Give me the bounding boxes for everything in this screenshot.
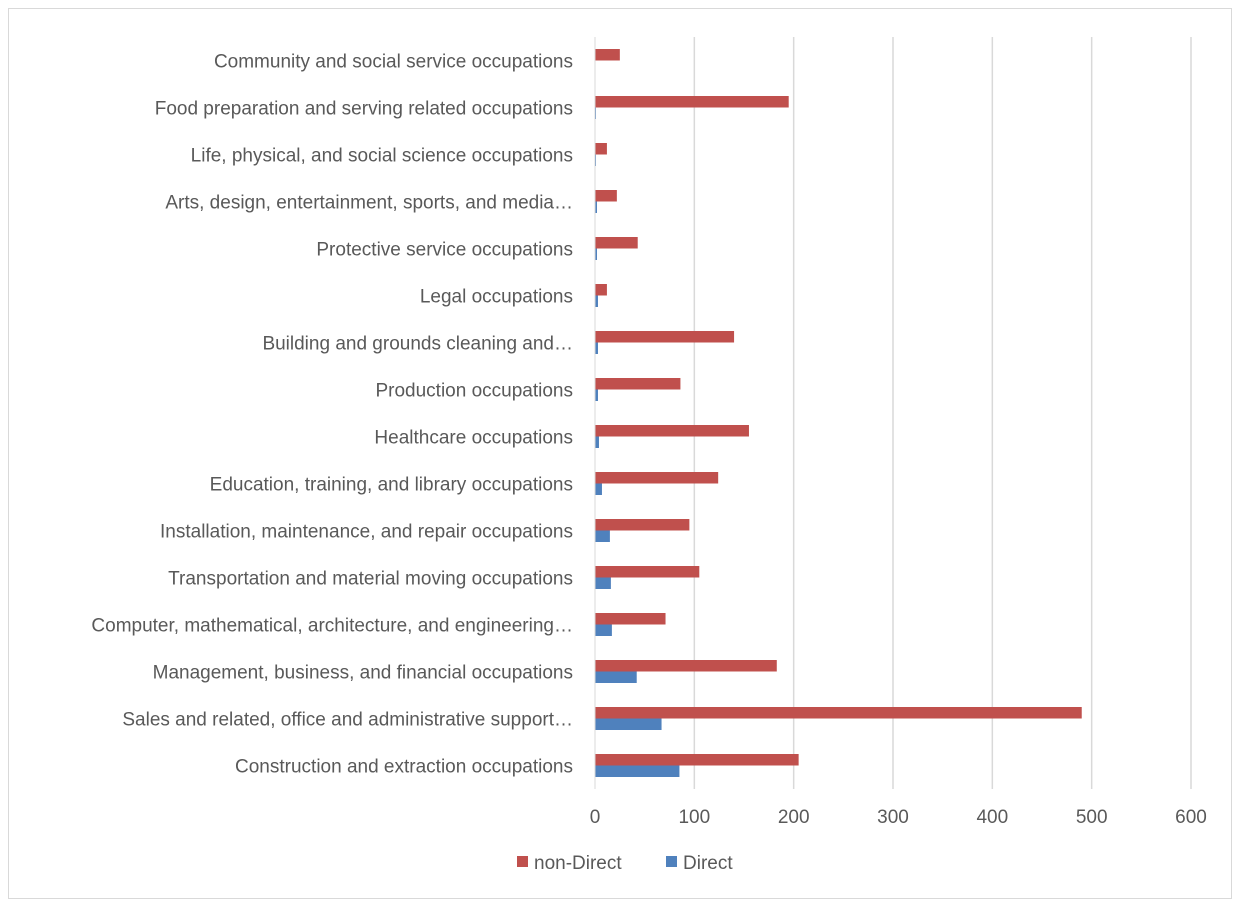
bar-non-direct (595, 96, 789, 108)
bar-chart: Construction and extraction occupations S… (91, 37, 1207, 874)
bar-direct (595, 577, 611, 589)
gridlines (693, 37, 1192, 789)
x-tick-label: 100 (678, 807, 710, 828)
bar-direct (595, 389, 598, 401)
x-tick-label: 600 (1175, 807, 1207, 828)
x-axis-tick-labels: 0 100 200 300 400 500 600 (590, 807, 1207, 828)
bar-non-direct (595, 237, 638, 249)
bar-non-direct (595, 754, 799, 766)
category-label: Protective service occupations (316, 240, 573, 261)
bar-non-direct (595, 143, 607, 155)
category-labels: Construction and extraction occupations S… (91, 52, 573, 778)
category-label: Computer, mathematical, architecture, an… (91, 616, 573, 637)
category-label: Healthcare occupations (374, 428, 573, 449)
bar-non-direct (595, 707, 1082, 719)
x-tick-label: 300 (877, 807, 909, 828)
category-label: Management, business, and financial occu… (153, 663, 573, 684)
bar-direct (595, 530, 610, 542)
bar-direct (595, 342, 598, 354)
category-label: Construction and extraction occupations (235, 757, 573, 778)
bar-direct (595, 436, 599, 448)
category-label: Legal occupations (420, 287, 573, 308)
bar-direct (595, 718, 662, 730)
category-label: Transportation and material moving occup… (168, 569, 573, 590)
bar-non-direct (595, 331, 735, 343)
category-label: Building and grounds cleaning and… (262, 334, 573, 355)
bar-non-direct (595, 472, 719, 484)
x-tick-label: 500 (1076, 807, 1108, 828)
bar-direct (595, 201, 597, 213)
bar-non-direct (595, 49, 620, 61)
legend-swatch (666, 856, 677, 867)
category-label: Education, training, and library occupat… (210, 475, 573, 496)
bar-direct (595, 483, 602, 495)
bar-non-direct (595, 519, 690, 531)
x-tick-label: 400 (976, 807, 1008, 828)
legend-label: Direct (683, 853, 733, 874)
category-label: Installation, maintenance, and repair oc… (160, 522, 573, 543)
bar-direct (595, 624, 612, 636)
bar-direct (595, 765, 680, 777)
bars (595, 49, 1082, 777)
category-label: Life, physical, and social science occup… (191, 146, 573, 167)
category-label: Arts, design, entertainment, sports, and… (165, 193, 573, 214)
bar-direct (595, 295, 598, 307)
legend-label: non-Direct (534, 853, 622, 874)
bar-direct (595, 248, 597, 260)
bar-non-direct (595, 190, 617, 202)
bar-non-direct (595, 284, 607, 296)
legend: non-Direct Direct (517, 853, 733, 874)
category-label: Community and social service occupations (214, 52, 573, 73)
bar-non-direct (595, 660, 777, 672)
bar-direct (595, 671, 637, 683)
chart-frame: Construction and extraction occupations S… (8, 8, 1232, 899)
bar-non-direct (595, 425, 749, 437)
category-label: Sales and related, office and administra… (122, 710, 573, 731)
x-tick-label: 0 (590, 807, 601, 828)
legend-swatch (517, 856, 528, 867)
bar-non-direct (595, 378, 681, 390)
x-tick-label: 200 (778, 807, 810, 828)
bar-non-direct (595, 566, 700, 578)
category-label: Food preparation and serving related occ… (155, 99, 573, 120)
bar-non-direct (595, 613, 666, 625)
category-label: Production occupations (375, 381, 573, 402)
